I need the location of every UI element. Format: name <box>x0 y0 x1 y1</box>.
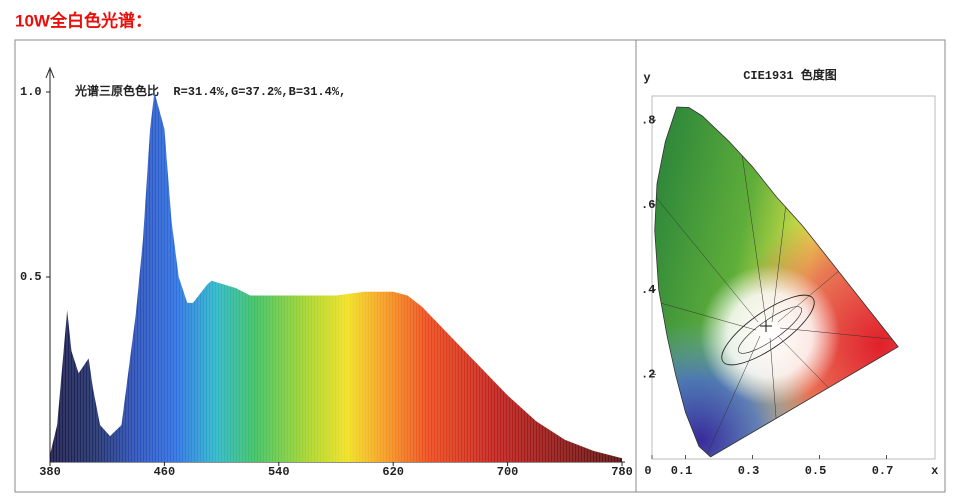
spectrum-chart: 光谱三原色色比 R=31.4%,G=37.2%,B=31.4%, 380 460 5… <box>20 66 633 479</box>
x-tick-label: 460 <box>154 465 176 479</box>
y-tick-label: 0.5 <box>20 270 42 284</box>
y-tick-label: .8 <box>641 113 655 127</box>
x-axis-label: x <box>931 464 938 478</box>
spectrum-area <box>50 92 622 462</box>
x-tick-label: 0.3 <box>738 464 760 478</box>
plot-frame <box>651 95 936 460</box>
x-tick-label: 540 <box>268 465 290 479</box>
y-tick-label: .4 <box>641 283 655 297</box>
chart-title: CIE1931 色度图 <box>743 67 837 83</box>
page-title: 10W全白色光谱： <box>15 10 152 30</box>
y-tick-label: 1.0 <box>20 85 42 99</box>
x-tick-label: 0 <box>644 464 651 478</box>
axis-arrow <box>45 66 55 79</box>
x-tick-label: 0.7 <box>872 464 894 478</box>
y-tick-label: .6 <box>641 198 655 212</box>
x-tick-label: 700 <box>497 465 519 479</box>
x-tick-label: 780 <box>611 465 633 479</box>
x-tick-label: 0.5 <box>805 464 827 478</box>
cie-chart: CIE1931 色度图 y x 0 0.1 0.3 0.5 0.7 .2 .4 .6 .8 <box>641 67 938 478</box>
x-tick-label: 0.1 <box>671 464 693 478</box>
x-tick-label: 620 <box>382 465 404 479</box>
locus-fill <box>654 107 899 457</box>
frame <box>14 39 946 493</box>
y-tick-label: .2 <box>641 367 655 381</box>
annotation: 光谱三原色色比 R=31.4%,G=37.2%,B=31.4%, <box>74 83 346 99</box>
y-axis-label: y <box>643 71 650 85</box>
x-tick-label: 380 <box>39 465 61 479</box>
